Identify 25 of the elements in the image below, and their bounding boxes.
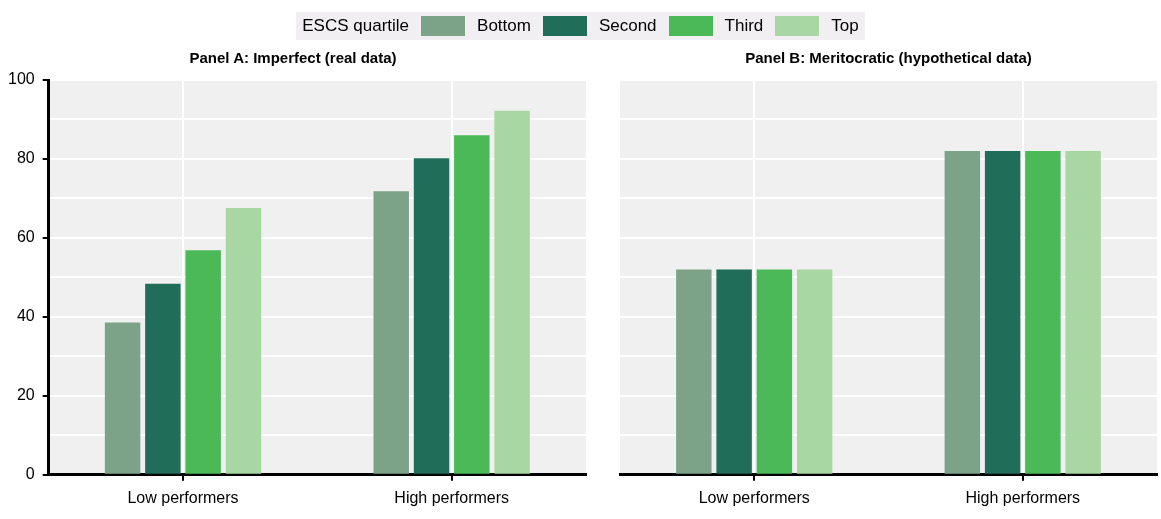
y-tick-label: 20 [16, 386, 35, 404]
legend-label: Bottom [477, 16, 531, 36]
bar [454, 135, 490, 474]
x-tick-label: High performers [965, 488, 1081, 506]
y-tick-label: 0 [25, 465, 35, 483]
x-tick-label: High performers [394, 488, 510, 506]
bar [225, 207, 262, 474]
y-tick-label: 100 [7, 70, 35, 88]
bar [413, 158, 450, 474]
bar [494, 110, 530, 474]
legend-label: Third [724, 16, 764, 36]
bar [185, 250, 221, 474]
bar [104, 322, 141, 474]
chart-title: Panel B: Meritocratic (hypothetical data) [745, 49, 1032, 67]
bar [373, 191, 409, 474]
x-tick-label: Low performers [698, 488, 810, 506]
chart-title: Panel A: Imperfect (real data) [189, 49, 397, 67]
legend-label: Top [831, 16, 859, 36]
y-tick-label: 80 [16, 149, 35, 167]
bar [145, 283, 181, 474]
x-tick-label: Low performers [127, 488, 239, 506]
y-tick-label: 60 [16, 228, 35, 246]
legend-label: Second [598, 16, 657, 36]
legend-title: ESCS quartile [302, 16, 410, 36]
y-tick-label: 40 [16, 307, 35, 325]
